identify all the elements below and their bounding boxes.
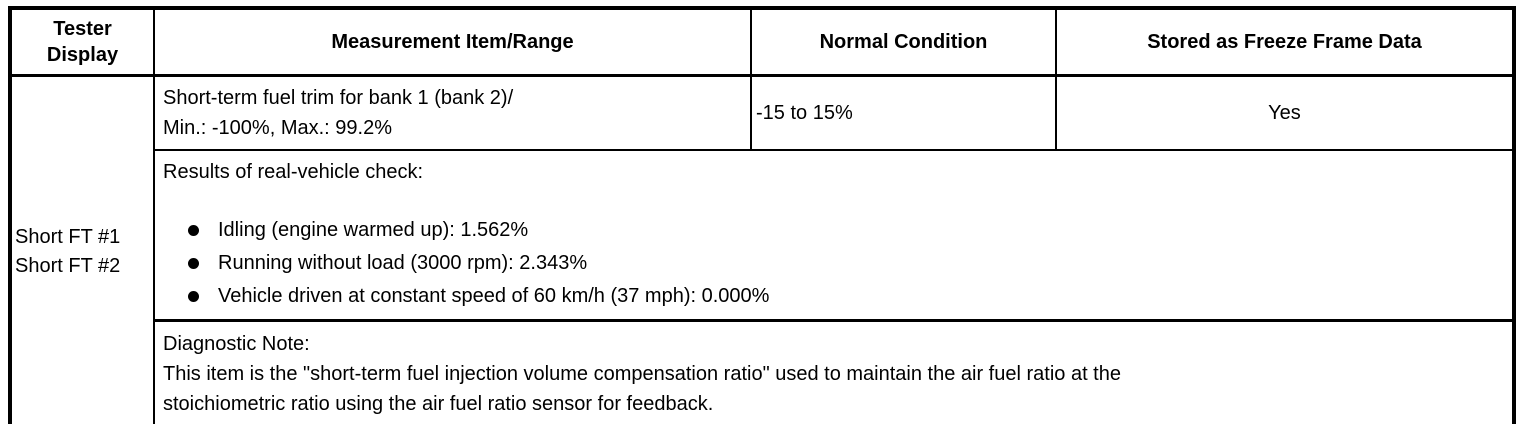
freeze-frame-cell: Yes [1055, 74, 1515, 151]
diagnostic-note-line-2: stoichiometric ratio using the air fuel … [163, 393, 714, 415]
header-measurement-item-range: Measurement Item/Range [153, 7, 752, 77]
results-bullet-list: Idling (engine warmed up): 1.562% Runnin… [163, 214, 1504, 313]
bullet-item-text: Running without load (3000 rpm): 2.343% [218, 252, 588, 274]
diagnostic-note-title: Diagnostic Note: [163, 333, 310, 355]
header-tester-display: Tester Display [9, 7, 155, 77]
diagnostic-note-line-1: This item is the "short-term fuel inject… [163, 363, 1121, 385]
measurement-item-cell: Short-term fuel trim for bank 1 (bank 2)… [153, 74, 752, 151]
normal-condition-cell: -15 to 15% [750, 74, 1057, 151]
tester-display-line-2: Short FT #2 [15, 254, 121, 277]
bullet-icon [188, 225, 199, 236]
bullet-icon [188, 258, 199, 269]
bullet-item-text: Vehicle driven at constant speed of 60 k… [218, 285, 770, 307]
list-item: Running without load (3000 rpm): 2.343% [188, 247, 1504, 280]
measurement-item-line-2: Min.: -100%, Max.: 99.2% [163, 117, 392, 139]
header-stored-freeze-frame: Stored as Freeze Frame Data [1055, 7, 1515, 77]
bullet-icon [188, 291, 199, 302]
list-item: Idling (engine warmed up): 1.562% [188, 214, 1504, 247]
tester-display-cell: Short FT #1 Short FT #2 [9, 74, 155, 424]
fuel-trim-data-table: Tester Display Measurement Item/Range No… [8, 6, 1516, 424]
measurement-item-line-1: Short-term fuel trim for bank 1 (bank 2)… [163, 87, 514, 109]
tester-display-line-1: Short FT #1 [15, 225, 121, 248]
results-row: Results of real-vehicle check: Idling (e… [10, 149, 1515, 322]
header-normal-condition: Normal Condition [750, 7, 1057, 77]
measurement-row: Short FT #1 Short FT #2 Short-term fuel … [9, 74, 1515, 424]
header-row: Tester Display Measurement Item/Range No… [9, 7, 1515, 77]
diagnostic-note-row: Diagnostic Note: This item is the "short… [10, 319, 1515, 424]
results-title: Results of real-vehicle check: [163, 161, 424, 183]
list-item: Vehicle driven at constant speed of 60 k… [188, 280, 1504, 313]
diagnostic-note-cell: Diagnostic Note: This item is the "short… [153, 319, 1515, 424]
bullet-item-text: Idling (engine warmed up): 1.562% [218, 219, 529, 241]
results-cell: Results of real-vehicle check: Idling (e… [153, 149, 1515, 322]
